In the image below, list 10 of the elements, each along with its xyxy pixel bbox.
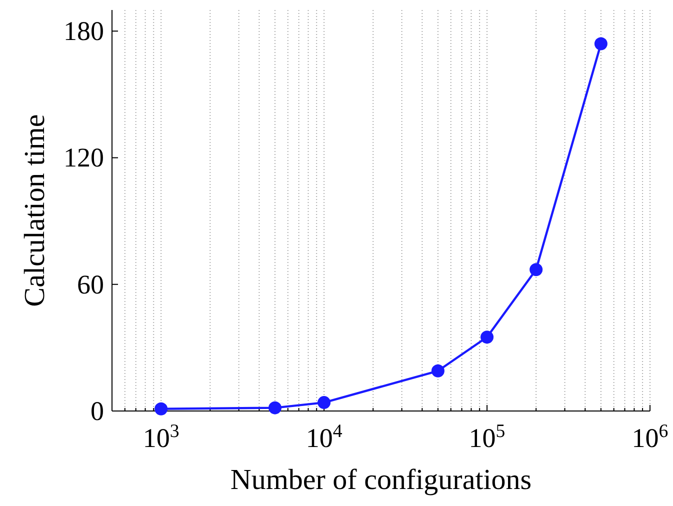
y-tick-label: 0 <box>90 396 104 426</box>
x-tick-label: 10$^{3}$ <box>142 420 180 453</box>
x-tick-label: 10$^{5}$ <box>468 420 506 453</box>
y-tick-label: 180 <box>64 16 104 46</box>
x-tick-label: 10$^{6}$ <box>632 420 668 453</box>
y-tick-label: 120 <box>64 142 104 173</box>
x-tick-label: 10$^{4}$ <box>306 420 343 453</box>
y-axis-title: Calculation time <box>19 114 51 307</box>
x-axis-title: Number of configurations <box>230 464 532 496</box>
y-tick-label: 60 <box>77 269 104 300</box>
